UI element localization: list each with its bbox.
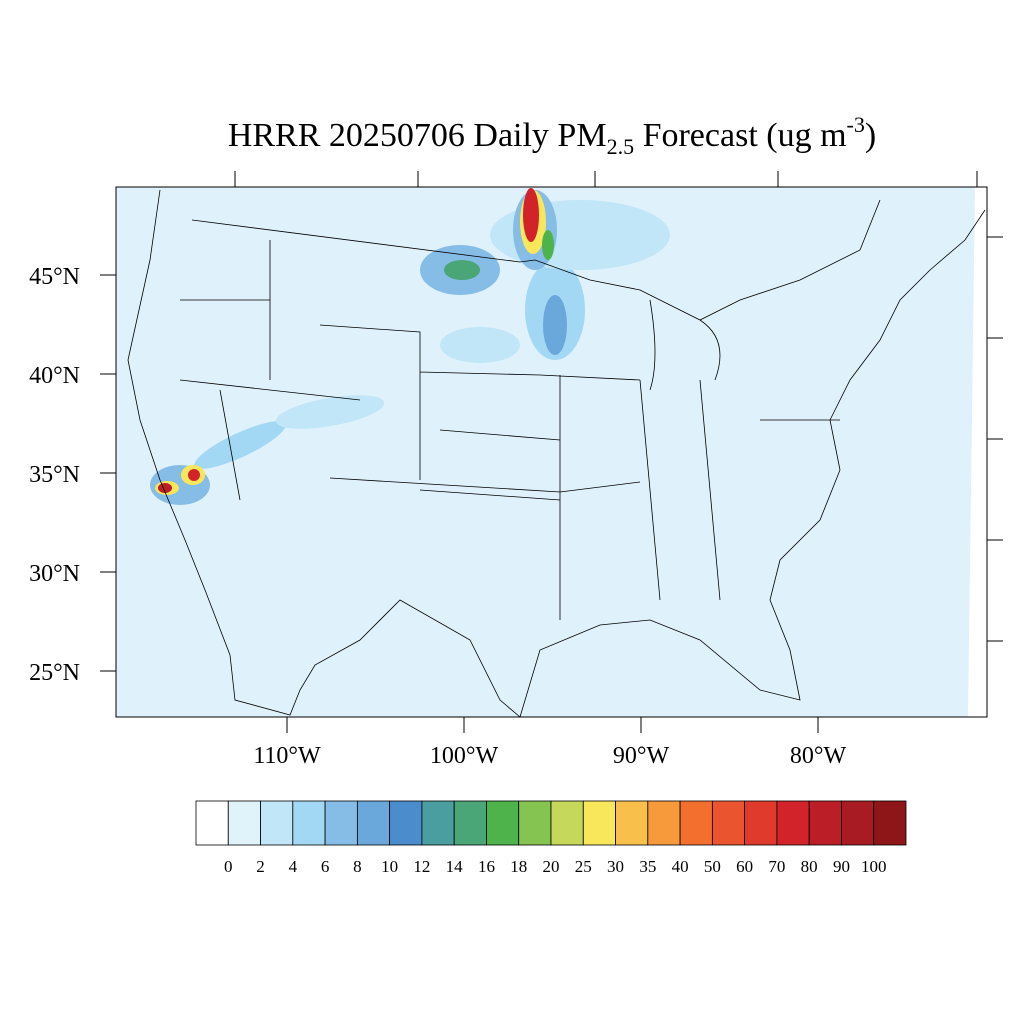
colorbar-label: 70 — [768, 857, 785, 876]
smoke-plume — [444, 260, 480, 280]
colorbar-label: 2 — [256, 857, 265, 876]
colorbar-swatch — [582, 800, 616, 846]
colorbar-swatch — [389, 800, 423, 846]
colorbar-label: 4 — [289, 857, 298, 876]
colorbar-swatch — [486, 800, 520, 846]
title-subscript: 2.5 — [607, 134, 635, 159]
colorbar-label: 50 — [704, 857, 721, 876]
smoke-plume — [543, 295, 567, 355]
lat-label: 25°N — [29, 660, 80, 686]
colorbar-label: 16 — [478, 857, 495, 876]
smoke-plume — [194, 421, 286, 469]
boundaries — [127, 189, 986, 718]
colorbar-label: 10 — [381, 857, 398, 876]
lon-label: 100°W — [430, 743, 499, 769]
title-after: Forecast (ug m — [634, 117, 846, 154]
colorbar-label: 60 — [736, 857, 753, 876]
colorbar-swatch — [841, 800, 875, 846]
title-superscript: -3 — [847, 112, 865, 137]
state-lines — [179, 240, 840, 620]
colorbar-swatch — [647, 800, 681, 846]
smoke-plume — [188, 469, 200, 481]
title-end: ) — [865, 117, 876, 154]
lon-label: 110°W — [253, 743, 321, 769]
colorbar-swatch — [292, 800, 326, 846]
colorbar-label: 30 — [607, 857, 624, 876]
colorbar-swatch — [324, 800, 358, 846]
map-frame — [115, 186, 988, 718]
field-base — [116, 187, 975, 717]
smoke-field — [150, 188, 670, 505]
lat-label: 30°N — [29, 561, 80, 587]
colorbar-label: 90 — [833, 857, 850, 876]
smoke-plume — [275, 395, 385, 429]
coastline-border — [127, 189, 986, 718]
colorbar-swatch — [518, 800, 552, 846]
colorbar-swatch — [679, 800, 713, 846]
colorbar-label: 8 — [353, 857, 362, 876]
colorbar-label: 25 — [575, 857, 592, 876]
title-main: HRRR 20250706 Daily PM — [228, 117, 607, 154]
colorbar-label: 20 — [543, 857, 560, 876]
colorbar-swatch — [356, 800, 391, 846]
colorbar-label: 0 — [224, 857, 233, 876]
frame-ticks — [234, 171, 1003, 642]
smoke-plume — [158, 483, 172, 493]
smoke-plume — [440, 327, 520, 363]
colorbar-swatch — [808, 800, 842, 846]
colorbar-swatch — [260, 800, 294, 846]
lat-label: 35°N — [29, 462, 80, 488]
lat-label: 40°N — [29, 363, 80, 389]
colorbar-swatch — [195, 800, 229, 846]
colorbar-swatch — [744, 800, 778, 846]
colorbar-label: 35 — [639, 857, 656, 876]
colorbar-label: 40 — [672, 857, 689, 876]
lat-label: 45°N — [29, 264, 80, 290]
lon-label: 80°W — [790, 743, 847, 769]
colorbar-swatch — [453, 800, 487, 846]
colorbar-swatch — [421, 800, 455, 846]
lon-label: 90°W — [613, 743, 670, 769]
smoke-plume — [542, 230, 554, 260]
colorbar-swatch — [711, 800, 746, 846]
colorbar-label: 14 — [446, 857, 464, 876]
smoke-plume — [523, 188, 539, 242]
colorbar-swatch — [615, 800, 649, 846]
colorbar-swatch — [776, 800, 810, 846]
map-panel — [115, 171, 1003, 718]
colorbar-label: 100 — [861, 857, 887, 876]
colorbar-swatch — [227, 800, 261, 846]
colorbar-label: 6 — [321, 857, 330, 876]
title: HRRR 20250706 Daily PM2.5 Forecast (ug m… — [228, 112, 876, 159]
colorbar-swatch — [873, 800, 907, 846]
colorbar-label: 80 — [801, 857, 818, 876]
colorbar-label: 12 — [413, 857, 430, 876]
colorbar-swatch — [550, 800, 584, 846]
colorbar-label: 18 — [510, 857, 527, 876]
